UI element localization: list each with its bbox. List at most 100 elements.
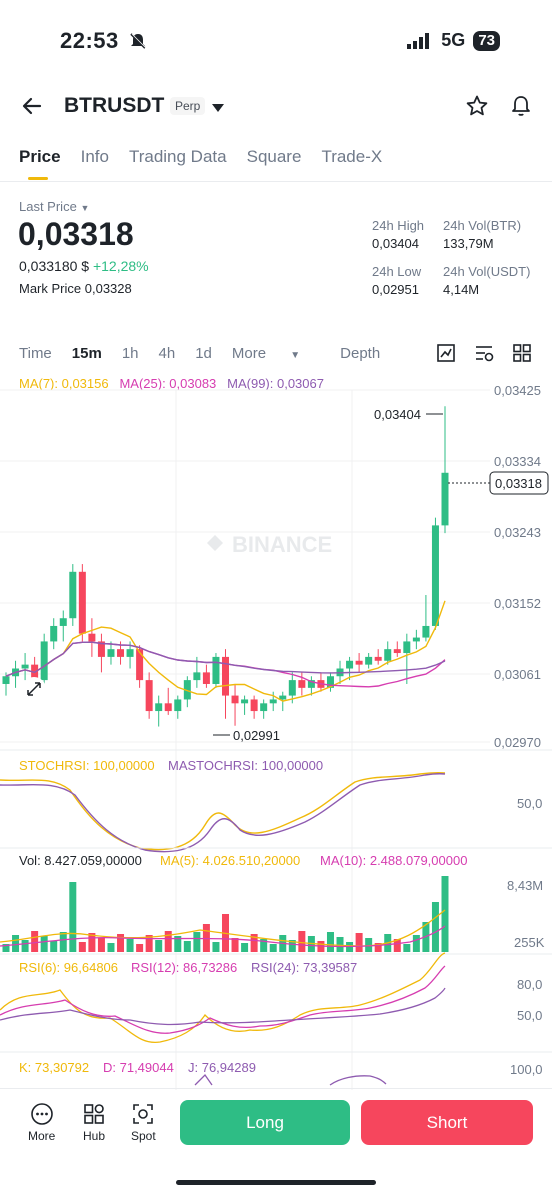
kdj-axis: 100,0 xyxy=(510,1062,543,1077)
interval-4h[interactable]: 4h xyxy=(158,345,176,362)
candle-body xyxy=(298,680,306,688)
interval-depth[interactable]: Depth xyxy=(340,345,381,362)
candles-layer xyxy=(2,406,449,727)
volume-bar xyxy=(88,933,96,952)
volume-bar xyxy=(97,938,105,952)
volume-ma10-label: MA(10): 2.488.079,00000 xyxy=(320,853,467,868)
candle-body xyxy=(441,472,449,526)
volume-bar xyxy=(107,943,115,952)
candle-body xyxy=(107,649,115,657)
volume-bar xyxy=(412,935,420,952)
price-change: +12,28% xyxy=(92,258,149,274)
volume-bar xyxy=(136,944,144,952)
mark-price: Mark Price 0,03328 xyxy=(19,281,132,296)
volume-bar xyxy=(193,932,201,952)
volume-bar xyxy=(126,939,134,952)
ma99-label: MA(99): 0,03067 xyxy=(227,376,324,391)
interval-more[interactable]: More ▼ xyxy=(231,345,301,362)
rsi24-label: RSI(24): 73,39587 xyxy=(251,960,357,975)
stochrsi-k-line xyxy=(0,772,446,851)
price-axis-label: 0,03061 xyxy=(494,667,541,682)
price-axis-label: 0,02970 xyxy=(494,735,541,750)
bell-icon[interactable] xyxy=(509,94,533,123)
status-time: 22:53 xyxy=(60,28,119,53)
layout-grid-icon[interactable] xyxy=(512,343,532,368)
volume-axis-bottom: 255K xyxy=(514,935,545,950)
candle-body xyxy=(21,664,29,669)
candle-body xyxy=(393,649,401,654)
stochrsi-d-label: MASTOCHRSI: 100,00000 xyxy=(168,758,323,773)
price-chart[interactable]: BINANCE 0,03404 0,02991 0,03318 0,03425 … xyxy=(0,370,552,1090)
volume-bar xyxy=(355,933,363,952)
chart-settings-icon[interactable] xyxy=(436,343,456,368)
volume-bar xyxy=(69,882,77,952)
candle-body xyxy=(326,676,334,688)
short-button[interactable]: Short xyxy=(361,1100,533,1145)
home-indicator xyxy=(176,1180,376,1185)
more-nav[interactable]: More xyxy=(28,1102,55,1143)
tab-active-indicator xyxy=(28,177,48,180)
expand-icon[interactable] xyxy=(22,677,46,701)
ma7-line xyxy=(5,600,446,702)
chevron-down-icon[interactable] xyxy=(212,100,224,118)
hub-icon xyxy=(84,1104,104,1124)
candle-body xyxy=(374,656,382,661)
candle-body xyxy=(136,649,144,681)
ma-layer xyxy=(5,600,446,702)
vol-btr-label: 24h Vol(BTR) xyxy=(443,218,522,233)
candle-body xyxy=(307,680,315,688)
rsi-axis-top: 80,0 xyxy=(517,977,542,992)
candle-body xyxy=(2,676,10,684)
back-icon[interactable] xyxy=(20,94,44,123)
current-price-tag xyxy=(489,471,549,495)
volume-bar xyxy=(183,941,191,952)
candle-body xyxy=(145,680,153,712)
tab-info[interactable]: Info xyxy=(80,147,109,166)
pair-title[interactable]: BTRUSDT xyxy=(64,94,165,117)
high-label: 24h High xyxy=(372,218,425,233)
candle-body xyxy=(346,660,354,669)
candle-body xyxy=(69,571,77,619)
last-price-label[interactable]: Last Price ▼ xyxy=(19,199,90,214)
indicator-settings-icon[interactable] xyxy=(474,343,494,368)
candle-body xyxy=(202,672,210,684)
volume-bar xyxy=(374,943,382,952)
tab-trade-x[interactable]: Trade-X xyxy=(321,147,383,166)
stochrsi-k-label: STOCHRSI: 100,00000 xyxy=(19,758,155,773)
volume-bar xyxy=(260,939,268,952)
price-axis-label: 0,03425 xyxy=(494,383,541,398)
volume-bar xyxy=(2,944,10,952)
kdj-k-label: K: 73,30792 xyxy=(19,1060,89,1075)
candle-body xyxy=(269,699,277,704)
tab-trading-data[interactable]: Trading Data xyxy=(128,147,227,166)
volume-bar xyxy=(202,924,210,952)
rsi12-label: RSI(12): 86,73286 xyxy=(131,960,237,975)
hub-nav[interactable]: Hub xyxy=(82,1102,106,1143)
spot-nav[interactable]: Spot xyxy=(131,1102,156,1143)
interval-1h[interactable]: 1h xyxy=(121,345,139,362)
volume-ma10-line xyxy=(0,925,446,948)
interval-15m[interactable]: 15m xyxy=(71,345,102,362)
long-button[interactable]: Long xyxy=(180,1100,350,1145)
volume-bar xyxy=(431,902,439,952)
tab-price[interactable]: Price xyxy=(19,147,61,166)
candle-body xyxy=(78,571,86,634)
watermark-text: BINANCE xyxy=(232,532,332,557)
vol-usdt-label: 24h Vol(USDT) xyxy=(443,264,531,279)
interval-time[interactable]: Time xyxy=(19,345,52,362)
bottom-divider xyxy=(0,1088,552,1089)
candle-body xyxy=(164,703,172,712)
price-axis-label: 0,03243 xyxy=(494,525,541,540)
ma99-line xyxy=(5,641,446,677)
kdj-j-label: J: 76,94289 xyxy=(188,1060,256,1075)
rsi-axis-bottom: 50,0 xyxy=(517,1008,542,1023)
volume-ma5-line xyxy=(0,909,446,947)
ma25-label: MA(25): 0,03083 xyxy=(119,376,217,391)
battery-icon: 73 xyxy=(473,30,500,51)
star-icon[interactable] xyxy=(465,94,489,123)
volume-bar xyxy=(117,934,125,952)
interval-1d[interactable]: 1d xyxy=(195,345,212,362)
tab-square[interactable]: Square xyxy=(246,147,302,166)
rsi6-line xyxy=(0,952,446,1043)
candle-body xyxy=(231,695,239,704)
